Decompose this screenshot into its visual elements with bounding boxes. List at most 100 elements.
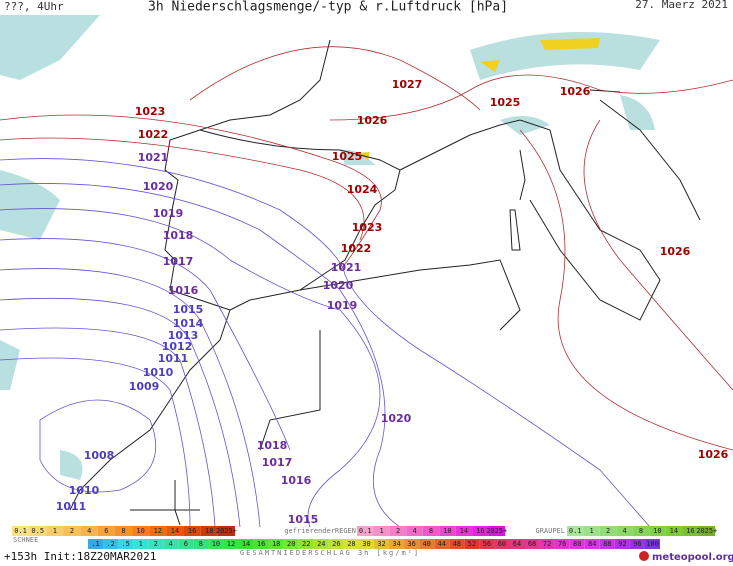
legend-step: 4 xyxy=(412,527,416,535)
legend-swatch xyxy=(357,526,374,536)
legend-step: 8 xyxy=(429,527,433,535)
header-date: 27. Maerz 2021 xyxy=(635,0,728,11)
legend-swatch xyxy=(649,526,666,536)
isobar-label: 1010 xyxy=(143,366,174,379)
legend-step: .1 xyxy=(91,540,99,548)
legend-swatch xyxy=(464,539,480,549)
legend-step: 0.1 xyxy=(14,527,27,535)
legend-step: 16 xyxy=(686,527,694,535)
coastlines xyxy=(69,39,701,526)
isobar-label: 1022 xyxy=(341,242,372,255)
legend-step: .2 xyxy=(106,540,114,548)
legend-step: 14 xyxy=(171,527,179,535)
legend-step: 1 xyxy=(53,527,57,535)
legend-step: 14 xyxy=(242,540,250,548)
isobar-label: 1020 xyxy=(143,180,174,193)
isobar-label: 1016 xyxy=(281,474,312,487)
legend-step: 16 xyxy=(188,527,196,535)
footer-brand[interactable]: meteopool.org xyxy=(652,552,733,563)
footer-lead: +153h Init:18Z20MAR2021 xyxy=(4,550,156,563)
legend-swatch xyxy=(253,539,269,549)
legend-swatch xyxy=(599,539,615,549)
legend-swatch xyxy=(629,539,645,549)
legend-swatch xyxy=(449,539,465,549)
legend-step: 2025+ xyxy=(696,527,717,535)
legend-swatch xyxy=(148,539,164,549)
isobar-label: 1017 xyxy=(262,456,293,469)
legend-swatch xyxy=(632,526,650,536)
legend-step: 2 xyxy=(396,527,400,535)
isobar-label: 1014 xyxy=(173,317,204,330)
legend-swatch xyxy=(178,539,194,549)
legend-swatch xyxy=(328,539,344,549)
isobar-label: 1011 xyxy=(158,352,189,365)
legend-step: 6 xyxy=(184,540,188,548)
legend-step: 24 xyxy=(317,540,325,548)
legend-swatch xyxy=(200,526,218,536)
legend-step: 92 xyxy=(618,540,626,548)
legend-swatch xyxy=(567,526,584,536)
isobar-label: 1020 xyxy=(381,412,412,425)
legend-swatch xyxy=(422,526,440,536)
legend-swatch xyxy=(614,539,630,549)
legend-step: 20 xyxy=(287,540,295,548)
legend-swatch xyxy=(88,539,104,549)
legend-title: gefrierenderREGEN xyxy=(284,527,356,535)
legend-swatch xyxy=(583,526,600,536)
legend-step: 2 xyxy=(606,527,610,535)
legend-step: 0.1 xyxy=(359,527,372,535)
legend-swatch xyxy=(644,539,660,549)
legend-step: 2 xyxy=(70,527,74,535)
legend-title: GRAUPEL xyxy=(535,527,565,535)
legend-step: 72 xyxy=(543,540,551,548)
isobar-label: 1012 xyxy=(162,340,193,353)
legend-swatch xyxy=(118,539,134,549)
legend-swatch xyxy=(389,526,407,536)
legend-step: 4 xyxy=(87,527,91,535)
legend-swatch xyxy=(208,539,224,549)
snow-areas xyxy=(358,38,600,160)
isobar-lines xyxy=(0,46,733,528)
legend-step: 16 xyxy=(257,540,265,548)
legend-swatch xyxy=(494,539,510,549)
legend-swatch xyxy=(103,539,119,549)
precip-areas xyxy=(0,15,660,480)
legend-swatch xyxy=(374,539,390,549)
legend-swatch xyxy=(509,539,525,549)
isobar-label: 1027 xyxy=(392,78,423,91)
legend-swatch xyxy=(479,539,495,549)
legend-step: 12 xyxy=(154,527,162,535)
legend-step: 0.1 xyxy=(569,527,582,535)
isobar-label: 1026 xyxy=(698,448,729,461)
legend-step: 10 xyxy=(136,527,144,535)
legend-swatch xyxy=(268,539,284,549)
legend-swatch xyxy=(419,539,435,549)
legend-step: 1 xyxy=(380,527,384,535)
legend-step: 44 xyxy=(438,540,446,548)
legend-swatch xyxy=(569,539,585,549)
isobar-label: 1025 xyxy=(490,96,521,109)
legend-step: 1 xyxy=(590,527,594,535)
legend-swatch xyxy=(404,539,420,549)
legend-step: 8 xyxy=(639,527,643,535)
isobar-label: 1015 xyxy=(173,303,204,316)
isobar-label: 1017 xyxy=(163,255,194,268)
legend-swatch xyxy=(373,526,390,536)
legend-swatch xyxy=(114,526,133,536)
legend-swatch xyxy=(80,526,98,536)
isobar-label: 1023 xyxy=(352,221,383,234)
legend-step: 22 xyxy=(302,540,310,548)
legend-step: 60 xyxy=(498,540,506,548)
legend-swatch xyxy=(183,526,201,536)
legend-step: 1 xyxy=(139,540,143,548)
legend-swatch xyxy=(434,539,450,549)
legend-swatch xyxy=(223,539,239,549)
legend-swatch xyxy=(358,539,374,549)
isobar-label: 1010 xyxy=(69,484,100,497)
legend-step: 8 xyxy=(199,540,203,548)
legend-swatch xyxy=(217,526,235,536)
legend-step: 68 xyxy=(528,540,536,548)
isobar-label: 1015 xyxy=(288,513,319,526)
legend-swatch xyxy=(132,526,150,536)
